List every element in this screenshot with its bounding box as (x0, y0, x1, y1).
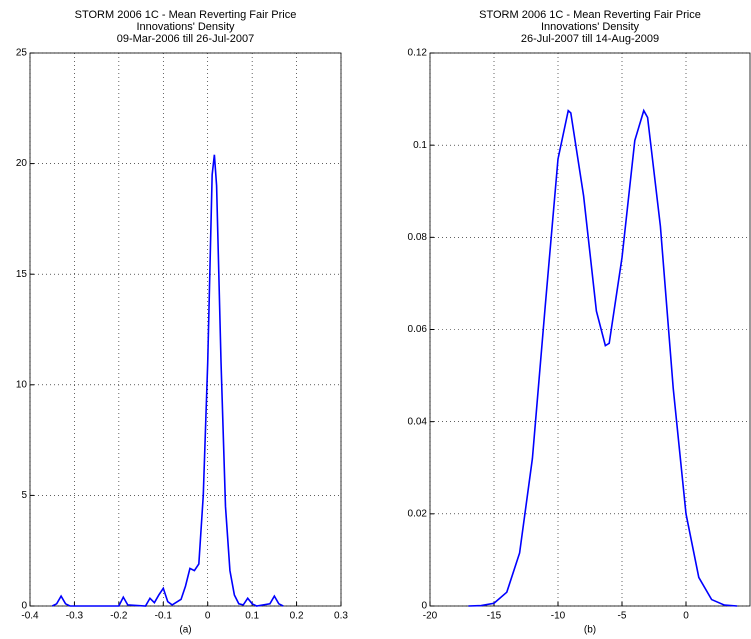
x-tick-label: 0 (683, 611, 689, 622)
chart-title: Innovations' Density (541, 21, 640, 33)
y-tick-label: 0.08 (408, 232, 428, 243)
x-tick-label: -0.1 (155, 611, 173, 622)
y-tick-label: 15 (16, 269, 28, 280)
y-tick-label: 0 (21, 601, 27, 612)
x-tick-label: -0.2 (110, 611, 128, 622)
x-tick-label: -0.4 (21, 611, 39, 622)
chart-title: STORM 2006 1C - Mean Reverting Fair Pric… (75, 9, 297, 21)
y-tick-label: 0.1 (413, 140, 427, 151)
chart-title: Innovations' Density (136, 21, 235, 33)
x-tick-label: 0.3 (334, 611, 348, 622)
density-line (468, 108, 738, 607)
x-tick-label: 0 (205, 611, 211, 622)
y-tick-label: 5 (21, 490, 27, 501)
plot-frame (29, 52, 342, 607)
chart-caption: (b) (584, 625, 596, 636)
x-tick-label: -0.3 (66, 611, 84, 622)
x-tick-label: -5 (618, 611, 627, 622)
x-tick-label: 0.2 (290, 611, 304, 622)
y-tick-label: 0.12 (408, 48, 428, 59)
y-tick-label: 25 (16, 48, 28, 59)
y-tick-label: 0.04 (408, 416, 428, 427)
y-tick-label: 10 (16, 379, 28, 390)
y-tick-label: 0.06 (408, 324, 428, 335)
x-tick-label: -10 (551, 611, 566, 622)
chart-title: STORM 2006 1C - Mean Reverting Fair Pric… (479, 9, 701, 21)
density-line (51, 154, 284, 607)
y-tick-label: 20 (16, 158, 28, 169)
chart-title: 26-Jul-2007 till 14-Aug-2009 (521, 33, 659, 45)
chart-caption: (a) (179, 625, 191, 636)
y-tick-label: 0 (421, 601, 427, 612)
x-tick-label: 0.1 (245, 611, 259, 622)
y-tick-label: 0.02 (408, 508, 428, 519)
plot-frame (429, 52, 751, 607)
chart-title: 09-Mar-2006 till 26-Jul-2007 (117, 33, 255, 45)
x-tick-label: -20 (423, 611, 438, 622)
x-tick-label: -15 (487, 611, 502, 622)
